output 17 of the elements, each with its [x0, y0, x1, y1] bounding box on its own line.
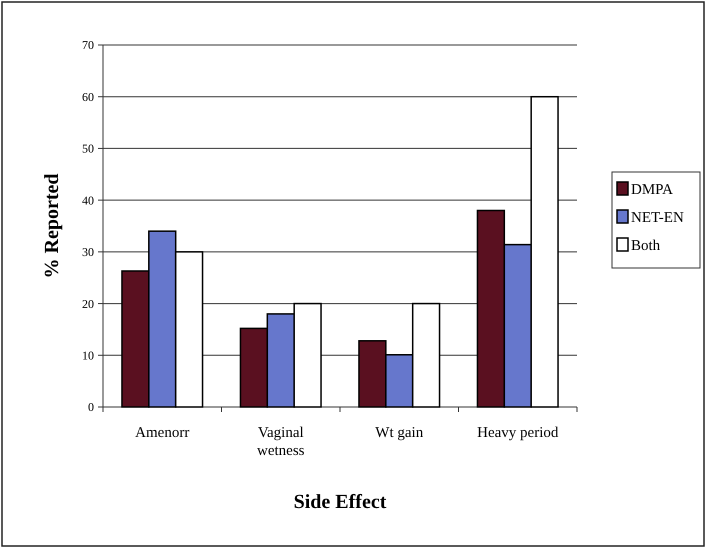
y-tick-label: 70 — [82, 38, 94, 52]
x-tick-label: Heavy period — [477, 425, 559, 441]
x-tick-label: Wt gain — [375, 425, 424, 441]
x-tick-label: Vaginal wetness — [257, 425, 305, 459]
y-tick-label: 40 — [82, 193, 94, 208]
y-tick-label: 0 — [88, 400, 94, 414]
legend-label: NET-EN — [631, 210, 684, 226]
y-tick-label: 20 — [82, 296, 94, 311]
y-tick-label: 60 — [82, 90, 94, 104]
x-tick-label: Amenorr — [135, 425, 190, 441]
legend-label: Both — [631, 238, 661, 254]
legend-label: DMPA — [631, 182, 674, 198]
x-axis-title: Side Effect — [294, 491, 387, 513]
y-axis-title: % Reported — [41, 174, 63, 278]
y-tick-label: 10 — [82, 348, 94, 362]
y-tick-label: 50 — [82, 142, 94, 156]
y-tick-label: 30 — [82, 245, 94, 260]
